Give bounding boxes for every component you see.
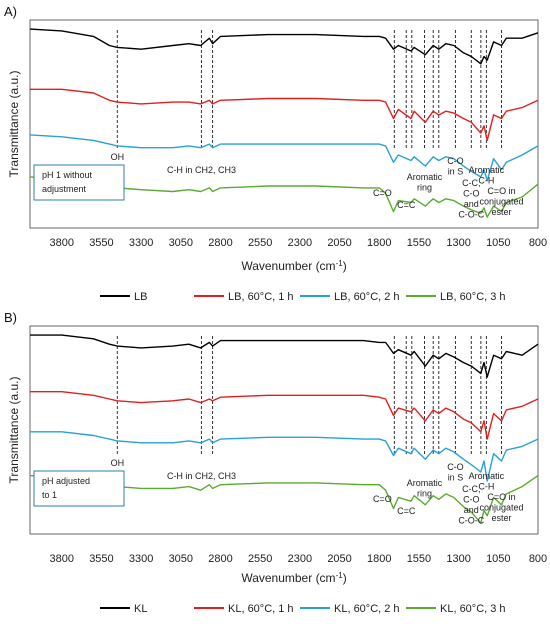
x-tick-label: 2300: [288, 553, 312, 565]
condition-box: [33, 164, 125, 201]
band-annotation: and: [464, 505, 479, 515]
band-annotation: C=C: [397, 506, 416, 516]
band-annotation: Aromatic: [469, 165, 505, 175]
x-tick-label: 1300: [446, 553, 470, 565]
x-tick-label: 2800: [208, 237, 232, 249]
condition-box-text: pH adjusted: [42, 476, 90, 486]
band-annotation: in S: [448, 167, 464, 177]
condition-box-text: to 1: [42, 490, 57, 500]
x-tick-label: 1050: [486, 237, 510, 249]
x-tick-label: 3550: [89, 237, 113, 249]
x-tick-label: 2050: [327, 237, 351, 249]
x-tick-label: 2050: [327, 553, 351, 565]
panel-label: A): [4, 4, 17, 19]
x-axis-label-sup: -1: [336, 259, 344, 268]
band-annotation: C-H: [478, 482, 494, 492]
series-line-0: [29, 28, 539, 65]
band-annotation: C=O: [373, 494, 392, 504]
band-annotation: in S: [448, 473, 464, 483]
x-tick-label: 1800: [367, 553, 391, 565]
x-tick-label: 3050: [169, 237, 193, 249]
x-tick-label: 2550: [248, 237, 272, 249]
x-tick-label: 1800: [367, 237, 391, 249]
panel-label: B): [4, 310, 17, 325]
x-tick-label: 3300: [129, 237, 153, 249]
legend-entry: LB, 60°C, 1 h: [228, 291, 294, 303]
series-line-0: [30, 334, 539, 378]
band-annotation: C-O: [447, 462, 464, 472]
band-annotation: C-C,: [462, 484, 481, 494]
series-line-1: [30, 88, 539, 142]
plot-frame: [29, 19, 539, 229]
x-tick-label: 1300: [446, 237, 470, 249]
band-annotation: C-O: [463, 189, 480, 199]
y-axis-label: Transmittance (a.u.): [7, 71, 21, 178]
band-annotation: Aromatic: [469, 471, 505, 481]
band-annotation: C-O: [447, 156, 464, 166]
band-annotation: C-C,: [462, 178, 481, 188]
series-line-3: [29, 176, 539, 218]
band-annotation: C-H in CH2, CH3: [167, 471, 236, 481]
band-annotation: C=O in: [487, 492, 515, 502]
x-axis-label-main: Wavenumber (cm: [241, 259, 335, 273]
panel-a: A) Transmittance (a.u.) 3800 3550 3300 3050 28…: [4, 4, 547, 303]
x-tick-label: 2550: [248, 553, 272, 565]
x-tick-label: 1550: [407, 237, 431, 249]
x-tick-label: 3800: [50, 553, 74, 565]
x-tick-label: 800: [529, 237, 547, 249]
band-annotation: C=C: [397, 200, 416, 210]
band-annotation: C=O: [373, 188, 392, 198]
x-tick-label: 2800: [208, 553, 232, 565]
band-annotation: ester: [491, 207, 511, 217]
condition-box: [33, 470, 125, 507]
x-axis-label: Wavenumber (cm-1): [241, 571, 346, 585]
x-axis-label: Wavenumber (cm-1): [241, 259, 346, 273]
x-tick-label: 3300: [129, 553, 153, 565]
band-annotation: C=O in: [487, 186, 515, 196]
band-annotation: and: [464, 199, 479, 209]
condition-box-text: adjustment: [42, 184, 87, 194]
x-axis-label-main: Wavenumber (cm: [241, 571, 335, 585]
series-line-1: [30, 391, 539, 440]
band-annotation: ring: [417, 183, 432, 193]
condition-box-text: pH 1 without: [42, 170, 93, 180]
x-tick-label: 3800: [50, 237, 74, 249]
band-annotation: OH: [111, 152, 125, 162]
x-tick-label: 3550: [89, 553, 113, 565]
legend-entry: KL: [134, 603, 147, 615]
x-tick-label: 1050: [486, 553, 510, 565]
band-annotation: Aromatic: [407, 478, 443, 488]
x-tick-label: 1550: [407, 553, 431, 565]
band-annotation: OH: [111, 458, 125, 468]
series-line-2: [29, 134, 539, 182]
band-annotation: conjugated: [479, 197, 523, 207]
legend-entry: KL, 60°C, 3 h: [440, 603, 506, 615]
y-axis-label: Transmittance (a.u.): [7, 377, 21, 484]
x-tick-label: 2300: [288, 237, 312, 249]
plot-frame: [29, 325, 539, 535]
legend-entry: KL, 60°C, 2 h: [334, 603, 400, 615]
x-axis-label-end: ): [343, 259, 347, 273]
band-annotation: ester: [491, 513, 511, 523]
series-line-3: [29, 474, 539, 524]
series-line-2: [30, 431, 539, 482]
legend-entry: LB, 60°C, 2 h: [334, 291, 400, 303]
band-annotation: Aromatic: [407, 172, 443, 182]
x-axis-label-end: ): [343, 571, 347, 585]
x-axis-label-sup: -1: [336, 571, 344, 580]
band-annotation: conjugated: [479, 503, 523, 513]
legend-entry: LB, 60°C, 3 h: [440, 291, 506, 303]
band-annotation: C-H in CH2, CH3: [167, 165, 236, 175]
legend-entry: LB: [134, 291, 147, 303]
band-annotation: C-O: [463, 495, 480, 505]
panel-b: B) Transmittance (a.u.) 3800 3550 3300 3050 28…: [4, 310, 547, 615]
legend-entry: KL, 60°C, 1 h: [228, 603, 294, 615]
band-annotation: C-H: [478, 176, 494, 186]
band-annotation: ring: [417, 489, 432, 499]
x-tick-label: 800: [529, 553, 547, 565]
band-annotation: C-O-C: [458, 516, 484, 526]
x-tick-label: 3050: [169, 553, 193, 565]
band-annotation: C-O-C: [458, 210, 484, 220]
